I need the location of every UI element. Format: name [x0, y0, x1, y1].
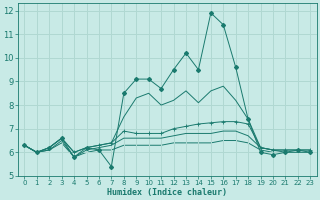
X-axis label: Humidex (Indice chaleur): Humidex (Indice chaleur) — [107, 188, 227, 197]
